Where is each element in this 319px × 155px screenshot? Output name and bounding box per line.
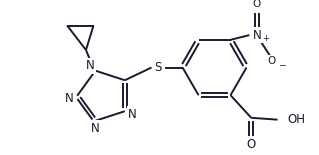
Text: N: N <box>91 122 100 135</box>
Text: O: O <box>247 138 256 151</box>
Text: OH: OH <box>287 113 305 126</box>
Text: −: − <box>278 61 286 70</box>
Text: N: N <box>128 108 137 121</box>
Text: O: O <box>268 56 276 66</box>
Text: +: + <box>263 34 269 43</box>
Text: O: O <box>253 0 261 9</box>
Text: N: N <box>252 29 261 42</box>
Text: N: N <box>65 92 74 105</box>
Text: N: N <box>86 60 95 73</box>
Text: S: S <box>154 61 162 74</box>
